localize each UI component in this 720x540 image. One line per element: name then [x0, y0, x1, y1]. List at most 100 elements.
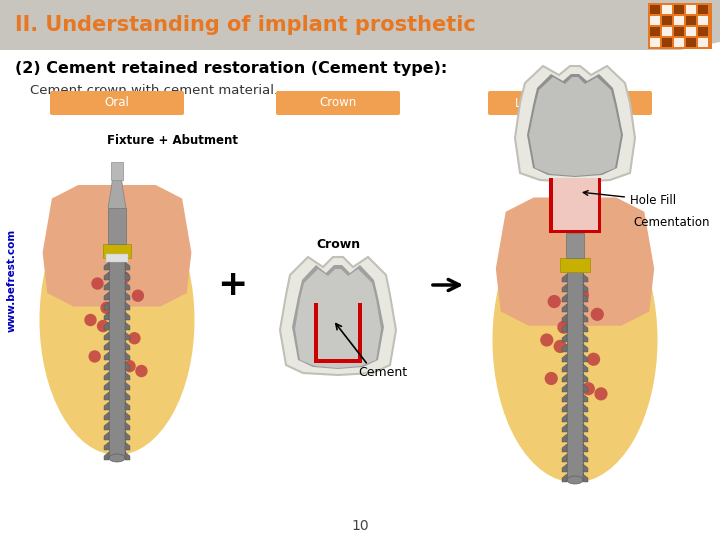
Polygon shape — [515, 66, 635, 182]
Polygon shape — [562, 314, 567, 322]
Polygon shape — [583, 394, 588, 402]
Circle shape — [84, 314, 96, 326]
Polygon shape — [562, 474, 567, 482]
Polygon shape — [562, 354, 567, 362]
Bar — [650, 16, 660, 25]
Bar — [358, 303, 362, 363]
Bar — [314, 303, 318, 363]
Polygon shape — [125, 382, 130, 390]
Ellipse shape — [492, 198, 657, 483]
Polygon shape — [562, 434, 567, 442]
Polygon shape — [562, 464, 567, 472]
Circle shape — [582, 382, 595, 395]
Bar — [650, 38, 660, 47]
Circle shape — [557, 321, 570, 334]
Polygon shape — [104, 302, 109, 310]
Polygon shape — [104, 282, 109, 290]
Bar — [698, 5, 708, 14]
Bar — [566, 233, 584, 258]
Polygon shape — [583, 434, 588, 442]
Polygon shape — [583, 374, 588, 382]
Polygon shape — [562, 414, 567, 422]
Polygon shape — [562, 284, 567, 292]
Polygon shape — [583, 404, 588, 412]
Bar — [106, 254, 128, 262]
Polygon shape — [104, 352, 109, 360]
Polygon shape — [583, 364, 588, 372]
Polygon shape — [125, 262, 130, 270]
Polygon shape — [42, 185, 192, 307]
Polygon shape — [583, 274, 588, 282]
Polygon shape — [583, 294, 588, 302]
Bar — [560, 258, 590, 272]
Polygon shape — [104, 412, 109, 420]
Text: +: + — [217, 268, 247, 302]
Bar — [549, 178, 601, 233]
FancyBboxPatch shape — [488, 91, 652, 115]
Polygon shape — [125, 282, 130, 290]
Polygon shape — [583, 284, 588, 292]
Polygon shape — [104, 442, 109, 450]
Polygon shape — [562, 324, 567, 332]
Polygon shape — [104, 292, 109, 300]
Polygon shape — [562, 454, 567, 462]
Circle shape — [544, 372, 558, 385]
Polygon shape — [562, 384, 567, 392]
Bar — [109, 258, 125, 458]
Polygon shape — [583, 474, 588, 482]
Bar — [650, 27, 660, 36]
Polygon shape — [583, 454, 588, 462]
Circle shape — [548, 295, 561, 308]
Bar — [662, 16, 672, 25]
Bar — [674, 5, 684, 14]
FancyBboxPatch shape — [50, 91, 184, 115]
Polygon shape — [125, 402, 130, 410]
Circle shape — [97, 320, 109, 332]
Polygon shape — [527, 74, 623, 177]
Bar — [662, 27, 672, 36]
Polygon shape — [562, 424, 567, 432]
Text: Fixture + Abutment: Fixture + Abutment — [107, 133, 238, 146]
Bar — [698, 27, 708, 36]
Polygon shape — [125, 432, 130, 440]
Bar — [674, 38, 684, 47]
Circle shape — [123, 360, 136, 373]
Circle shape — [91, 278, 104, 290]
Bar — [549, 230, 601, 233]
Polygon shape — [562, 444, 567, 452]
Polygon shape — [562, 344, 567, 352]
Text: Cementation: Cementation — [633, 215, 709, 228]
Polygon shape — [583, 344, 588, 352]
Polygon shape — [125, 332, 130, 340]
Text: Oral: Oral — [104, 97, 130, 110]
Polygon shape — [125, 362, 130, 370]
Ellipse shape — [40, 185, 194, 455]
Polygon shape — [104, 312, 109, 320]
Polygon shape — [104, 332, 109, 340]
Polygon shape — [108, 175, 126, 208]
Polygon shape — [292, 265, 384, 369]
Polygon shape — [125, 272, 130, 280]
Circle shape — [128, 332, 140, 345]
Text: Hole Fill: Hole Fill — [583, 191, 676, 206]
Polygon shape — [583, 324, 588, 332]
Text: Crown: Crown — [320, 97, 356, 110]
Bar — [686, 38, 696, 47]
Polygon shape — [104, 322, 109, 330]
Text: www.befrest.com: www.befrest.com — [7, 228, 17, 332]
Polygon shape — [562, 364, 567, 372]
FancyBboxPatch shape — [276, 91, 400, 115]
Polygon shape — [562, 274, 567, 282]
Bar — [686, 5, 696, 14]
Polygon shape — [104, 342, 109, 350]
Polygon shape — [125, 372, 130, 380]
Bar — [686, 16, 696, 25]
Text: Loading prosthetic: Loading prosthetic — [515, 97, 625, 110]
Bar — [549, 178, 552, 233]
Polygon shape — [583, 314, 588, 322]
Text: II. Understanding of implant prosthetic: II. Understanding of implant prosthetic — [15, 15, 476, 35]
Bar — [674, 27, 684, 36]
Polygon shape — [496, 198, 654, 326]
Polygon shape — [562, 294, 567, 302]
Bar — [662, 38, 672, 47]
